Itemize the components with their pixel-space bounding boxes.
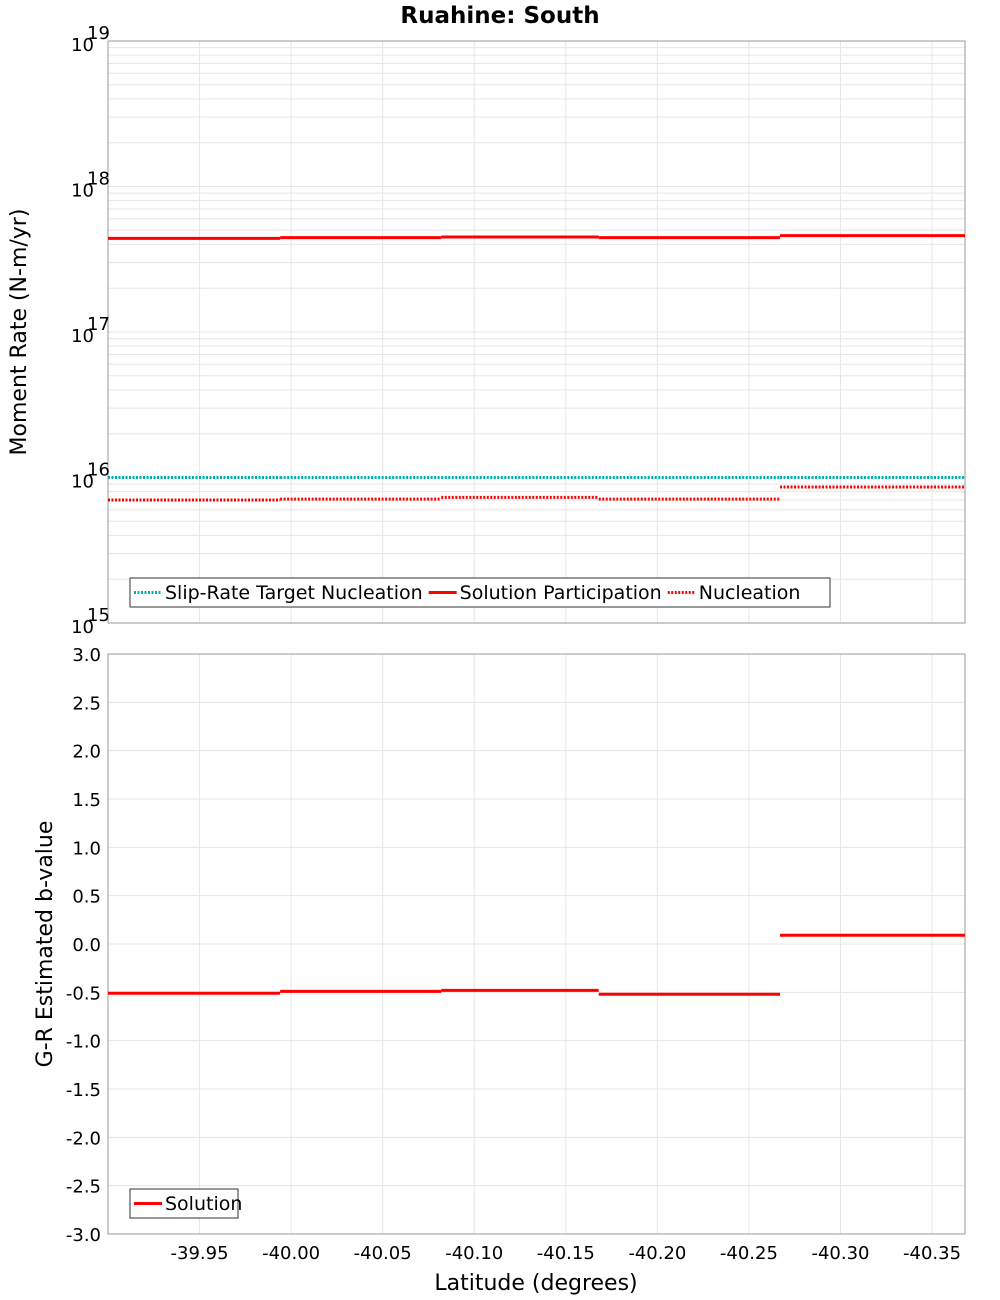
x-tick-label: -40.15 xyxy=(537,1243,595,1264)
top-y-tick-exponent: 17 xyxy=(87,314,110,335)
top-y-tick-exponent: 15 xyxy=(87,605,110,626)
bottom-y-tick-label: -2.0 xyxy=(66,1128,101,1149)
top-y-tick-base: 10 xyxy=(71,181,94,202)
top-y-tick-exponent: 16 xyxy=(87,460,110,481)
top-y-tick-base: 10 xyxy=(71,326,94,347)
bottom-y-axis-label: G-R Estimated b-value xyxy=(33,821,58,1068)
bottom-y-tick-label: 0.5 xyxy=(72,887,101,908)
top-plot-frame xyxy=(107,40,966,624)
x-tick-label: -39.95 xyxy=(171,1243,229,1264)
bottom-y-tick-label: -1.5 xyxy=(66,1080,101,1101)
x-tick-label: -40.20 xyxy=(628,1243,686,1264)
top-legend-label: Slip-Rate Target Nucleation xyxy=(165,582,423,604)
x-tick-label: -40.10 xyxy=(445,1243,503,1264)
top-y-tick-exponent: 18 xyxy=(87,169,110,190)
top-legend-box xyxy=(129,577,831,608)
bottom-y-tick-label: 3.0 xyxy=(72,645,101,666)
bottom-y-tick-label: -1.0 xyxy=(66,1032,101,1053)
bottom-plot-frame xyxy=(107,653,966,1235)
top-y-tick-base: 10 xyxy=(71,35,94,56)
bottom-y-tick-label: 1.0 xyxy=(72,838,101,859)
top-legend-label: Nucleation xyxy=(699,582,801,604)
bottom-y-tick-label: 1.5 xyxy=(72,790,101,811)
top-y-tick-base: 10 xyxy=(71,472,94,493)
bottom-y-tick-label: -2.5 xyxy=(66,1177,101,1198)
bottom-y-tick-label: -0.5 xyxy=(66,983,101,1004)
bottom-y-tick-label: 0.0 xyxy=(72,935,101,956)
x-tick-label: -40.00 xyxy=(262,1243,320,1264)
bottom-y-tick-label: 2.5 xyxy=(72,693,101,714)
x-tick-label: -40.05 xyxy=(354,1243,412,1264)
bottom-y-tick-label: -3.0 xyxy=(66,1225,101,1246)
x-axis-label: Latitude (degrees) xyxy=(434,1271,637,1296)
top-y-tick-base: 10 xyxy=(71,617,94,638)
top-y-axis-label: Moment Rate (N-m/yr) xyxy=(7,209,32,456)
bottom-legend-label: Solution xyxy=(165,1193,242,1215)
bottom-y-tick-label: 2.0 xyxy=(72,742,101,763)
x-tick-label: -40.25 xyxy=(720,1243,778,1264)
x-tick-label: -40.35 xyxy=(903,1243,961,1264)
top-y-tick-exponent: 19 xyxy=(87,23,110,44)
x-tick-label: -40.30 xyxy=(811,1243,869,1264)
top-legend-label: Solution Participation xyxy=(460,582,662,604)
chart-title: Ruahine: South xyxy=(400,3,599,29)
